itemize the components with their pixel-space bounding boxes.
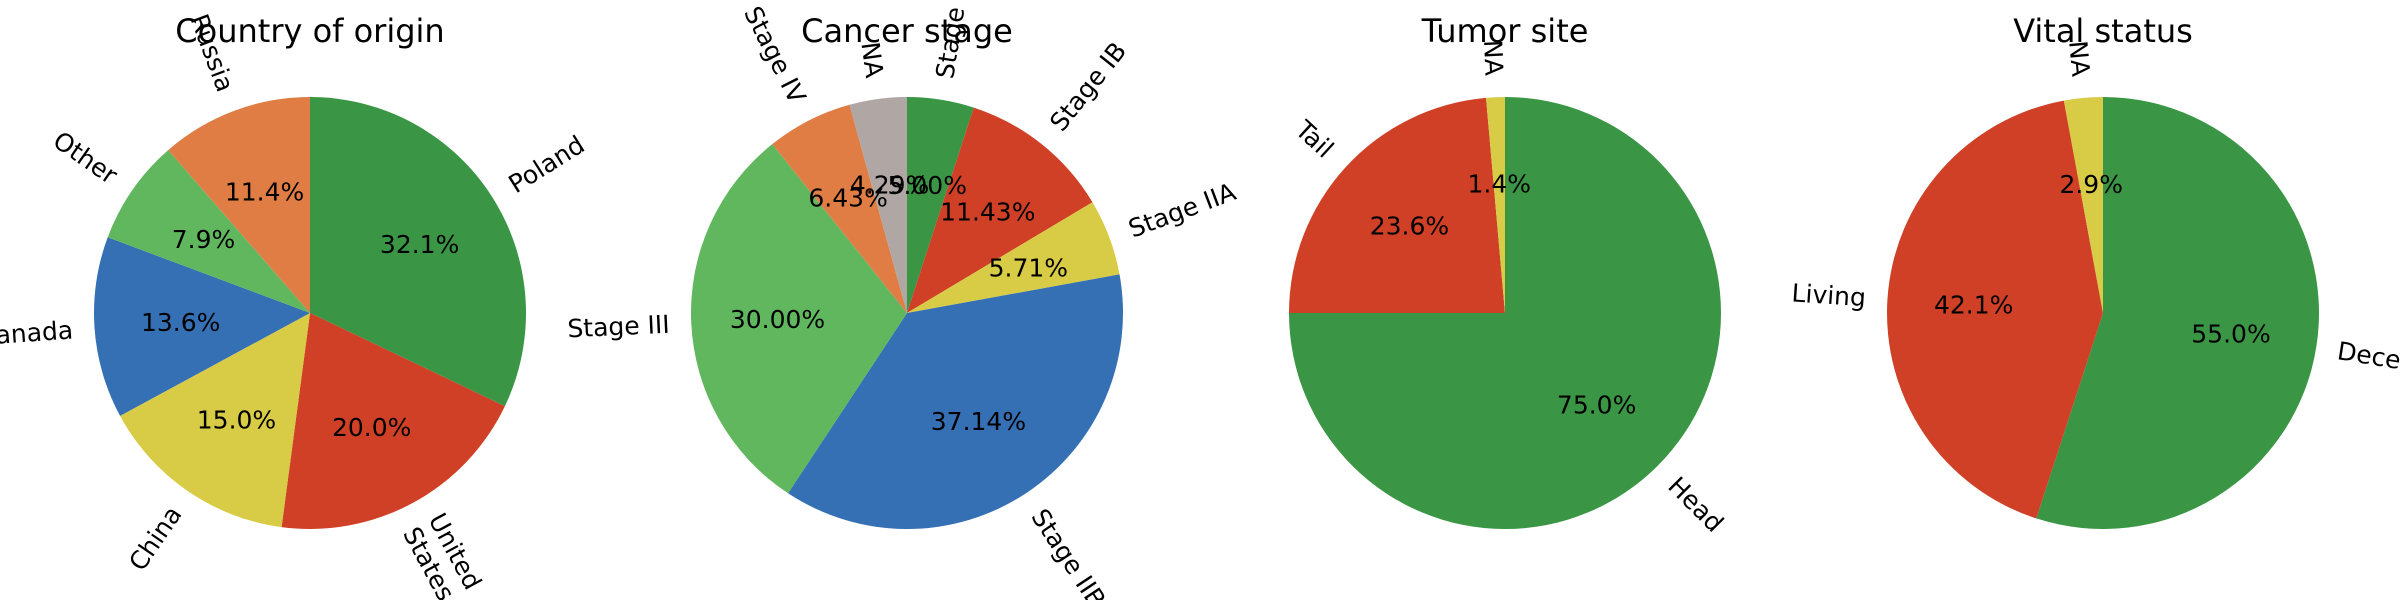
pct-label-russia: 11.4% xyxy=(225,178,304,207)
pie-slice-russia xyxy=(168,96,310,313)
pct-label-other: 7.9% xyxy=(172,225,236,254)
pie-slice-united-states xyxy=(281,313,505,529)
pct-label-na: 4.29% xyxy=(850,171,929,200)
chart-title: Cancer stage xyxy=(801,12,1013,50)
pct-label-stage-iib: 37.14% xyxy=(931,407,1026,436)
slice-label-living: Living xyxy=(1791,278,1867,312)
slice-label-china: China xyxy=(123,501,187,576)
pct-label-stage-iv: 6.43% xyxy=(808,184,887,213)
slice-label-na: NA xyxy=(1478,39,1509,76)
pie-slice-stage-ib xyxy=(907,107,1093,313)
pct-label-tail: 23.6% xyxy=(1370,211,1449,240)
pie-slice-stage-iv xyxy=(772,104,907,313)
slice-label-united-states: UnitedStates xyxy=(397,508,487,600)
pct-label-canada: 13.6% xyxy=(141,308,220,337)
pie-slice-stage-iia xyxy=(907,202,1120,313)
slice-label-poland: Poland xyxy=(504,130,590,199)
pie-slice-poland xyxy=(310,97,526,407)
pie-chart-tumor-site: Tumor site Head 75.0% Tail 23.6% NA 1.4% xyxy=(1289,12,1729,538)
slice-label-tail: Tail xyxy=(1289,114,1339,163)
pct-label-head: 75.0% xyxy=(1557,391,1636,420)
pie-chart-vital-status: Vital status Deceased 55.0% Living 42.1% NA 2… xyxy=(1791,12,2400,529)
pie-slice-na xyxy=(1486,97,1505,313)
slice-label-other: Other xyxy=(48,126,123,191)
pie-chart-country-of-origin: Country of origin Poland 32.1% UnitedState… xyxy=(0,10,590,600)
slice-label-stage-ib: Stage IB xyxy=(1044,37,1132,137)
chart-title: Tumor site xyxy=(1421,12,1589,50)
pie-slice-stage-ia xyxy=(907,96,974,313)
chart-title: Vital status xyxy=(2013,12,2193,50)
slice-label-na: NA xyxy=(855,40,889,79)
pie-slice-tail xyxy=(1289,97,1505,313)
slice-label-stage-iib: Stage IIB xyxy=(1025,504,1111,600)
pie-slice-china xyxy=(120,313,310,528)
pct-label-united-states: 20.0% xyxy=(332,413,411,442)
slice-label-head: Head xyxy=(1662,471,1729,538)
slice-label-stage-iii: Stage III xyxy=(567,310,671,344)
slice-label-na: NA xyxy=(2063,39,2095,77)
pct-label-china: 15.0% xyxy=(197,406,276,435)
slice-label-canada: Canada xyxy=(0,315,74,351)
pct-label-stage-iii: 30.00% xyxy=(730,305,825,334)
pie-slice-na xyxy=(849,97,907,313)
pct-label-deceased: 55.0% xyxy=(2191,319,2270,348)
pct-label-na: 2.9% xyxy=(2059,170,2123,199)
pct-label-stage-iia: 5.71% xyxy=(989,253,1068,282)
pie-slice-living xyxy=(1887,100,2103,519)
pie-slice-stage-iib xyxy=(788,274,1123,529)
pct-label-stage-ib: 11.43% xyxy=(940,198,1035,227)
pct-label-stage-ia: 5.00% xyxy=(888,171,967,200)
chart-title: Country of origin xyxy=(175,12,444,50)
pie-slice-na xyxy=(2063,97,2103,313)
pct-label-poland: 32.1% xyxy=(380,230,459,259)
pct-label-na: 1.4% xyxy=(1468,170,1532,199)
pie-slice-stage-iii xyxy=(691,144,907,494)
slice-label-deceased: Deceased xyxy=(2335,336,2400,384)
pie-slice-other xyxy=(107,150,311,313)
pie-slice-canada xyxy=(94,237,310,416)
pie-chart-cancer-stage: Cancer stage Stage IA5.00%Stage IB11.43%… xyxy=(567,0,1240,600)
slice-label-stage-iia: Stage IIA xyxy=(1125,177,1240,244)
pct-label-living: 42.1% xyxy=(1934,290,2013,319)
pie-slice-deceased xyxy=(2036,97,2319,529)
